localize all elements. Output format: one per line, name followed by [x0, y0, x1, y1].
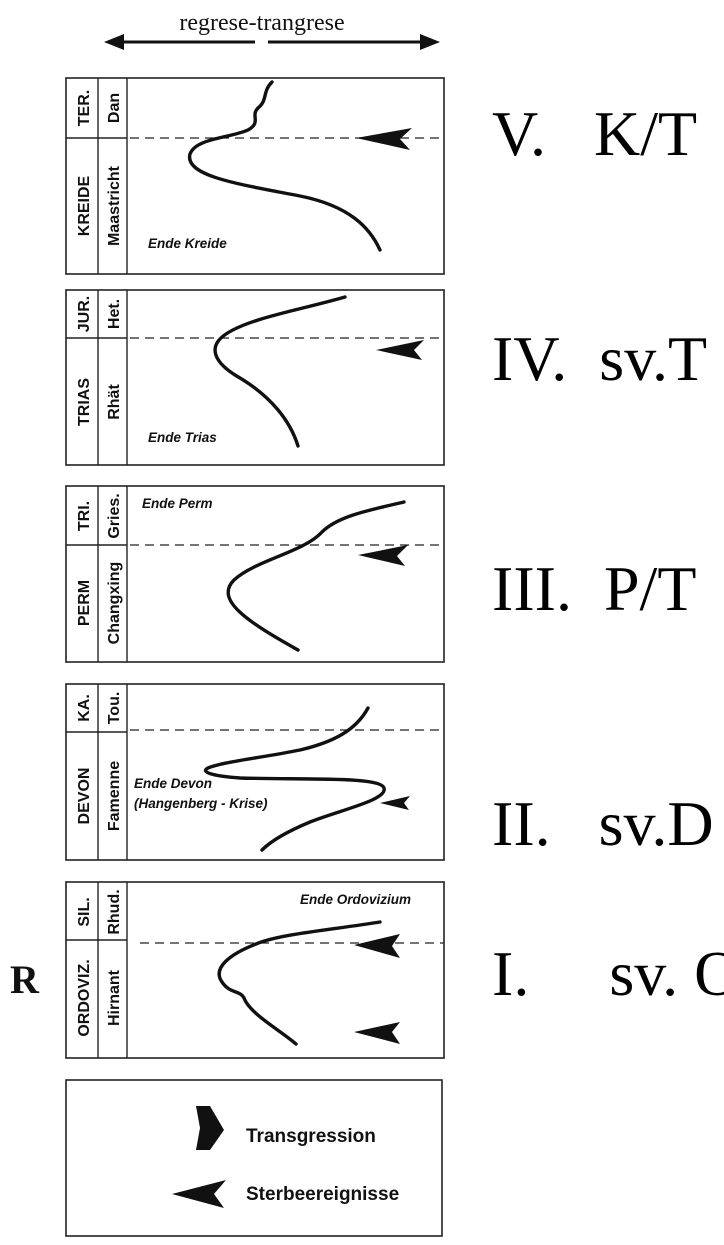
transgression-symbol-icon	[196, 1106, 224, 1150]
panel-ii: KA. Tou. DEVON Famenne Ende Devon (Hange…	[65, 683, 445, 861]
period-lower: DEVON	[76, 768, 93, 825]
stage-lower: Famenne	[106, 761, 123, 831]
stage-lower: Rhät	[106, 384, 123, 420]
stage-lower: Hirnant	[106, 969, 123, 1026]
side-label: R	[10, 957, 40, 1002]
period-upper: SIL.	[76, 897, 93, 926]
header-label: regrese-trangrese	[179, 10, 344, 36]
period-upper: TER.	[76, 90, 93, 126]
legend-transgression-label: Transgression	[246, 1126, 376, 1147]
stage-upper: Tou.	[106, 692, 123, 725]
stage-lower: Changxing	[106, 562, 123, 645]
extinction-marker-icon	[376, 340, 424, 360]
event-label-i: I. sv. O	[492, 938, 724, 1009]
period-upper: JUR.	[76, 296, 93, 332]
stage-upper: Rhud.	[106, 889, 123, 934]
legend-extinction-label: Sterbeereignisse	[246, 1184, 399, 1205]
sea-level-curve	[203, 706, 386, 852]
stage-upper: Gries.	[106, 493, 123, 538]
panel-note: Ende Trias	[148, 430, 217, 445]
panel-note: Ende Devon	[134, 776, 212, 791]
panel-note: Ende Ordovizium	[300, 892, 411, 907]
period-lower: KREIDE	[76, 175, 93, 236]
extinction-marker-icon	[358, 545, 408, 566]
period-lower: PERM	[76, 580, 93, 626]
legend-frame	[65, 1079, 443, 1237]
panel-frame	[65, 485, 445, 663]
period-upper: TRI.	[76, 501, 93, 531]
panel-frame	[65, 289, 445, 466]
event-label-ii: II. sv.D	[492, 788, 714, 859]
extinction-marker-icon	[354, 934, 400, 958]
panel-note: Ende Kreide	[148, 236, 227, 251]
panel-note: Ende Perm	[142, 496, 213, 511]
period-upper: KA.	[76, 694, 93, 722]
transgression-arrow-head-icon	[420, 34, 440, 50]
sea-level-curve	[226, 500, 406, 652]
period-lower: ORDOVIZ.	[76, 959, 93, 1036]
extinction-marker-icon	[380, 796, 410, 810]
extinction-marker-icon	[354, 1022, 400, 1044]
extinction-symbol-icon	[172, 1180, 226, 1208]
extinction-marker-icon	[356, 128, 412, 150]
stage-upper: Dan	[106, 93, 123, 123]
event-label-v: V. K/T	[492, 98, 697, 169]
sea-level-curve	[217, 920, 382, 1046]
sea-level-curve	[188, 80, 382, 252]
panel-i: SIL. Rhud. ORDOVIZ. Hirnant Ende Ordoviz…	[65, 881, 445, 1059]
event-label-iv: IV. sv.T	[492, 323, 707, 394]
panel-iii: TRI. Gries. PERM Changxing Ende Perm	[65, 485, 445, 663]
stage-lower: Maastricht	[106, 165, 123, 246]
period-lower: TRIAS	[76, 378, 93, 426]
stage-upper: Het.	[106, 299, 123, 329]
legend: Transgression Sterbeereignisse	[65, 1079, 443, 1237]
panel-frame	[65, 683, 445, 861]
regression-arrow-head-icon	[104, 34, 124, 50]
panel-v: TER. Dan KREIDE Maastricht Ende Kreide	[65, 77, 445, 275]
sea-level-curve	[213, 295, 347, 448]
event-label-iii: III. P/T	[492, 553, 696, 624]
panel-note-line2: (Hangenberg - Krise)	[134, 796, 268, 811]
header: regrese-trangrese	[104, 10, 440, 50]
panel-iv: JUR. Het. TRIAS Rhät Ende Trias	[65, 289, 445, 466]
